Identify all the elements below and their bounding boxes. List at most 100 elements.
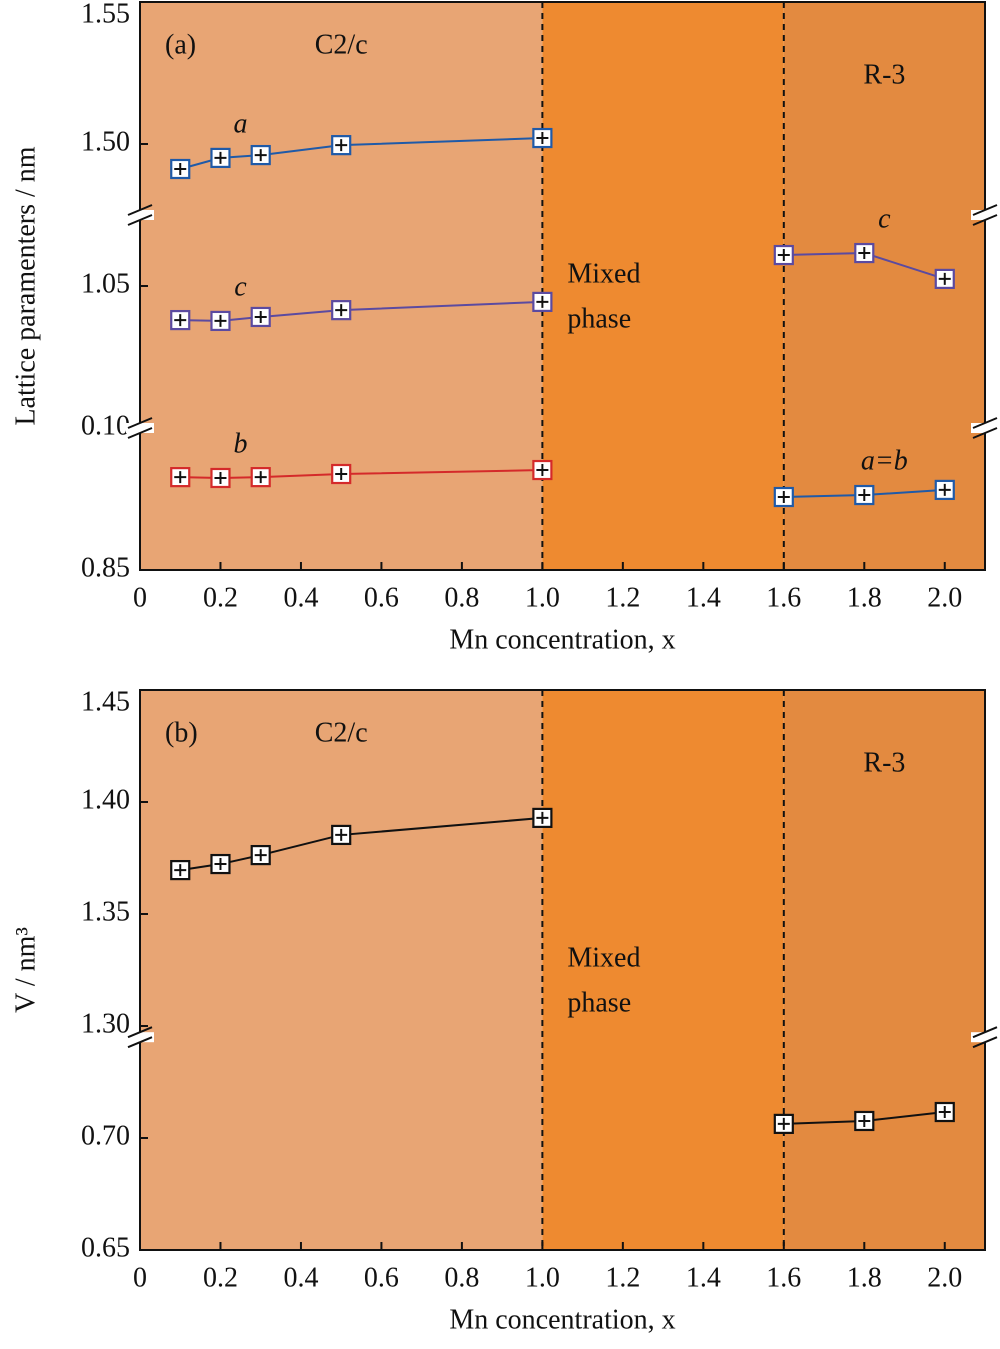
panel-label: (b) — [165, 717, 198, 748]
x-tick-label: 0.2 — [203, 582, 238, 613]
x-tick-label: 0 — [133, 582, 147, 613]
marker-cross — [536, 295, 549, 308]
x-tick-label: 1.0 — [525, 1262, 560, 1293]
data-point — [170, 309, 191, 331]
data-point — [170, 859, 191, 881]
y-axis-label: Lattice paramenters / nm — [10, 146, 41, 425]
marker-cross — [174, 162, 187, 175]
x-tick-label: 2.0 — [927, 1262, 962, 1293]
x-tick-label: 1.8 — [847, 1262, 882, 1293]
marker-cross — [254, 310, 267, 323]
axis-break — [972, 1026, 998, 1039]
marker-cross — [214, 471, 227, 484]
marker-cross — [254, 471, 267, 484]
region-label: R-3 — [863, 59, 905, 90]
y-tick-label: 0.65 — [81, 1232, 130, 1263]
marker-cross — [174, 314, 187, 327]
marker-cross — [174, 864, 187, 877]
axis-break — [127, 214, 153, 226]
axis-break — [972, 427, 998, 439]
series-label: a=b — [861, 445, 908, 476]
marker-cross — [335, 468, 348, 481]
axis-break-gap — [971, 210, 999, 220]
marker-cross — [938, 1106, 951, 1119]
data-point — [773, 486, 794, 508]
y-tick-label: 1.30 — [81, 1008, 130, 1039]
marker-cross — [777, 249, 790, 262]
x-tick-label: 0.4 — [283, 1262, 318, 1293]
data-point — [773, 244, 794, 266]
series-label: a — [233, 108, 247, 139]
y-tick-label: 1.50 — [81, 126, 130, 157]
x-axis-label: Mn concentration, x — [449, 624, 675, 655]
marker-cross — [254, 149, 267, 162]
region-label: phase — [567, 987, 631, 1018]
data-point — [854, 1110, 875, 1132]
x-axis-label: Mn concentration, x — [449, 1304, 675, 1335]
x-tick-label: 1.4 — [686, 1262, 721, 1293]
axis-break-gap — [971, 1032, 999, 1043]
marker-cross — [214, 151, 227, 164]
marker-cross — [858, 1114, 871, 1127]
y-tick-label: 1.55 — [81, 0, 130, 29]
data-point — [250, 467, 271, 488]
x-tick-label: 0.4 — [283, 582, 318, 613]
x-tick-label: 1.6 — [766, 1262, 801, 1293]
x-tick-label: 1.4 — [686, 582, 721, 613]
axis-break-gap — [126, 423, 154, 433]
marker-cross — [777, 491, 790, 504]
data-point — [331, 824, 352, 846]
axis-break — [972, 214, 998, 226]
axis-break-gap — [126, 210, 154, 220]
x-tick-label: 1.6 — [766, 582, 801, 613]
y-tick-label: 0.70 — [81, 1120, 130, 1151]
plot-frame — [139, 689, 986, 1251]
marker-cross — [536, 132, 549, 145]
data-point — [170, 158, 191, 180]
x-tick-label: 0.6 — [364, 582, 399, 613]
marker-cross — [214, 314, 227, 327]
x-tick-label: 0 — [133, 1262, 147, 1293]
data-point — [934, 1101, 955, 1123]
marker-cross — [335, 304, 348, 317]
x-tick-label: 1.8 — [847, 582, 882, 613]
phase-region — [140, 2, 543, 570]
phase-region — [542, 2, 784, 570]
axis-break-gap — [126, 1032, 154, 1043]
x-tick-label: 1.0 — [525, 582, 560, 613]
x-tick-label: 2.0 — [927, 582, 962, 613]
series-label: c — [234, 271, 247, 302]
data-point — [250, 844, 271, 866]
data-point — [934, 479, 955, 501]
data-point — [532, 127, 553, 149]
marker-cross — [858, 247, 871, 260]
x-tick-label: 1.2 — [605, 582, 640, 613]
data-point — [532, 291, 553, 313]
phase-region — [783, 690, 985, 1250]
y-tick-label: 1.05 — [81, 268, 130, 299]
x-tick-label: 0.2 — [203, 1262, 238, 1293]
phase-region — [140, 690, 543, 1250]
region-label: C2/c — [315, 717, 368, 748]
axis-break-gap — [971, 423, 999, 433]
axis-break — [972, 204, 998, 216]
region-label: phase — [567, 303, 631, 334]
data-point — [250, 306, 271, 328]
region-label: R-3 — [863, 747, 905, 778]
data-point — [210, 310, 231, 332]
series-label: b — [233, 428, 247, 459]
y-tick-label: 1.40 — [81, 784, 130, 815]
marker-cross — [335, 139, 348, 152]
marker-cross — [777, 1117, 790, 1130]
data-point — [854, 242, 875, 264]
x-tick-label: 1.2 — [605, 1262, 640, 1293]
axis-break — [127, 417, 153, 429]
data-point — [854, 484, 875, 506]
axis-break — [127, 427, 153, 439]
y-tick-label: 1.45 — [81, 686, 130, 717]
axis-break — [127, 1036, 153, 1049]
x-tick-label: 0.6 — [364, 1262, 399, 1293]
marker-cross — [938, 483, 951, 496]
y-tick-label: 0.10 — [81, 410, 130, 441]
